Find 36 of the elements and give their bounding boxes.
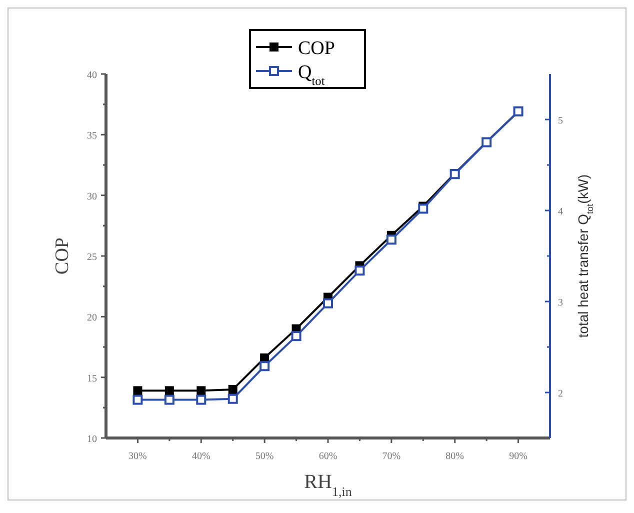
x-tick-label: 50% — [255, 451, 274, 462]
legend-label: Q$_{tot}$ — [298, 62, 326, 88]
point — [354, 266, 365, 276]
point — [260, 361, 270, 372]
point — [132, 394, 143, 405]
point — [228, 394, 238, 404]
y2-tick-label: 3 — [558, 298, 563, 308]
x-axis-title: RH$_{1,in}$ — [304, 471, 352, 498]
y-tick-label: 15 — [87, 373, 97, 384]
y-tick-label: 25 — [87, 252, 97, 263]
y2-tick-label: 5 — [558, 116, 563, 126]
y-tick-label: 40 — [87, 70, 97, 81]
y-tick-label: 20 — [87, 312, 97, 324]
point — [164, 394, 174, 405]
y2-tick-label: 4 — [558, 206, 563, 218]
x-tick-label: 80% — [446, 451, 464, 462]
y2-tick-label: 2 — [558, 388, 563, 400]
y-tick-label: 30 — [87, 191, 97, 202]
y-tick-label: 10 — [87, 434, 97, 445]
x-tick-label: 30% — [128, 451, 147, 462]
x-tick-label: 70% — [382, 451, 401, 462]
legend-label: COP — [298, 38, 335, 59]
point — [228, 384, 238, 394]
x-tick-label: 40% — [192, 451, 210, 462]
point — [164, 386, 174, 396]
point — [133, 386, 142, 396]
y-tick-label: 35 — [87, 130, 97, 142]
point — [386, 234, 396, 245]
point — [418, 204, 428, 214]
point — [196, 386, 206, 396]
point — [196, 394, 206, 405]
point — [323, 298, 333, 308]
x-tick-label: 60% — [318, 451, 338, 462]
y-axis-title: COP — [52, 238, 73, 274]
point — [291, 331, 302, 342]
x-tick-label: 90% — [509, 451, 528, 462]
